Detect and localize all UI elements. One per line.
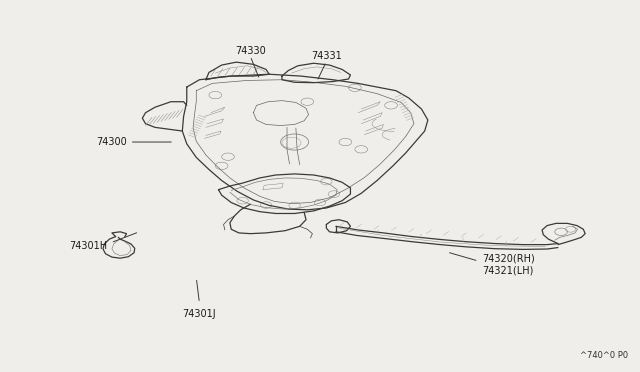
Text: 74320(RH)
74321(LH): 74320(RH) 74321(LH) [482,254,534,276]
Text: 74300: 74300 [96,137,127,147]
Text: 74330: 74330 [235,46,266,56]
Text: 74301J: 74301J [182,309,216,319]
Text: 74301H: 74301H [69,241,108,251]
Text: ^740^0 P0: ^740^0 P0 [580,351,628,360]
Text: 74331: 74331 [311,51,342,61]
